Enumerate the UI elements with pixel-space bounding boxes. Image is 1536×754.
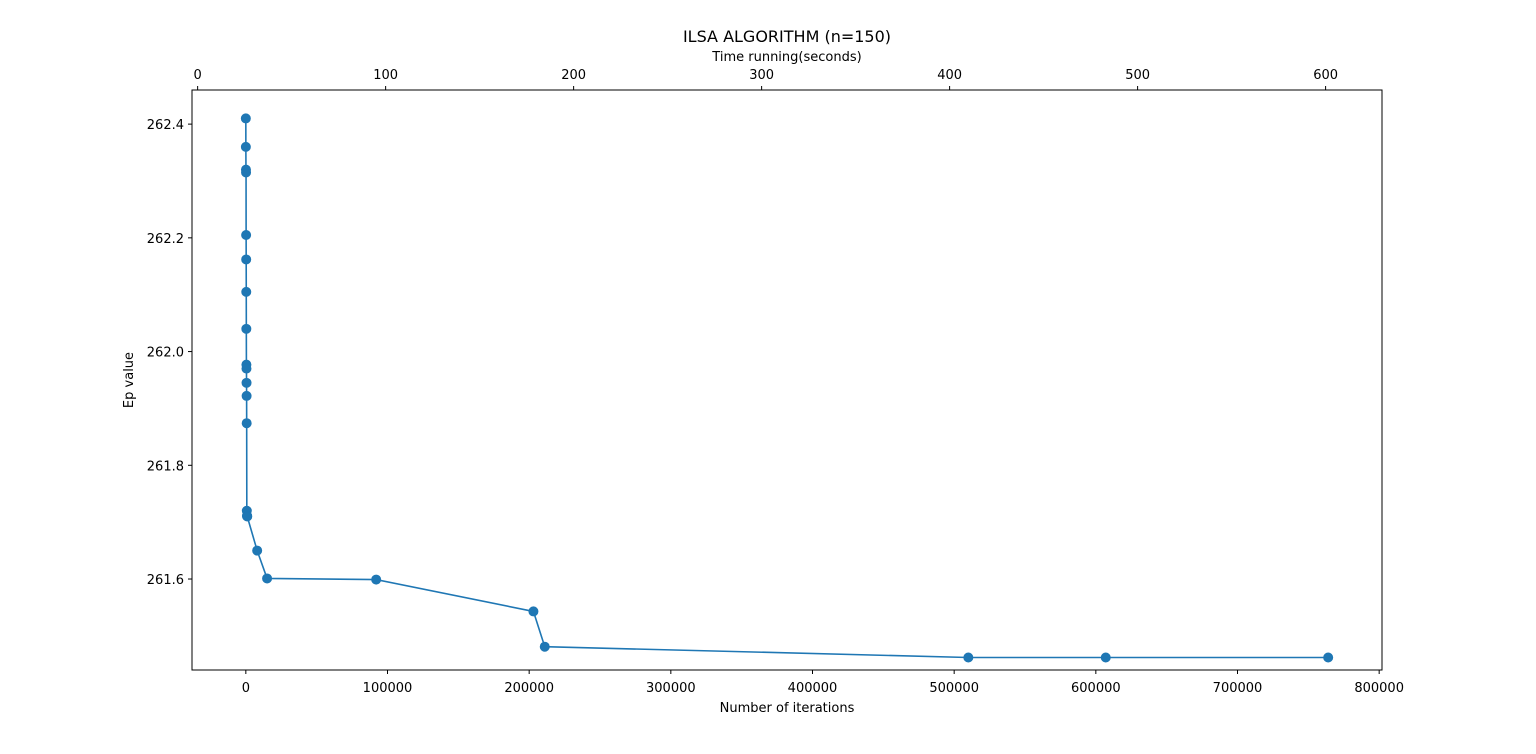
x2-tick-label: 200 [561, 68, 586, 83]
y-axis-title: Ep value [122, 352, 137, 408]
x2-tick-label: 100 [373, 68, 398, 83]
x-tick-label: 700000 [1213, 681, 1263, 696]
x-tick-label: 200000 [504, 681, 554, 696]
x-tick-label: 800000 [1354, 681, 1404, 696]
x2-tick-label: 600 [1313, 68, 1338, 83]
x-axis-title: Number of iterations [720, 701, 855, 716]
y-axis: 261.6 261.8 262.0 262.2 262.4 [147, 118, 192, 588]
data-point [241, 363, 252, 374]
data-point [963, 652, 974, 663]
x-tick-label: 100000 [363, 681, 413, 696]
data-point [242, 511, 253, 522]
data-point [262, 573, 273, 584]
data-point [252, 545, 263, 556]
chart-title: ILSA ALGORITHM (n=150) [683, 27, 891, 46]
data-point [241, 286, 252, 297]
data-point [539, 641, 550, 652]
plot-frame [191, 89, 1383, 671]
data-point [241, 167, 252, 178]
x2-tick-label: 500 [1125, 68, 1150, 83]
y-tick-label: 262.4 [147, 118, 184, 133]
marker-layer [240, 113, 1334, 663]
data-point [241, 418, 252, 429]
x2-tick-label: 0 [193, 68, 201, 83]
x2-tick-label: 400 [937, 68, 962, 83]
x-tick-label: 500000 [929, 681, 979, 696]
x-tick-label: 400000 [788, 681, 838, 696]
data-point [1323, 652, 1334, 663]
x2-tick-label: 300 [749, 68, 774, 83]
data-point [241, 230, 252, 240]
data-point [1100, 652, 1111, 663]
data-point [240, 141, 251, 152]
data-point [240, 113, 251, 124]
x-tick-label: 0 [242, 681, 250, 696]
data-point [528, 606, 539, 617]
y-tick-label: 262.0 [147, 346, 184, 361]
x-tick-label: 300000 [646, 681, 696, 696]
y-tick-label: 262.2 [147, 232, 184, 247]
data-point [241, 377, 252, 388]
x-axis-top: 0 100 200 300 400 500 600 [193, 68, 1338, 90]
x-axis-bottom: 0 100000 200000 300000 400000 500000 600000 700… [242, 670, 1404, 696]
y-tick-label: 261.8 [147, 459, 184, 474]
y-tick-label: 261.6 [147, 573, 184, 588]
data-point [241, 323, 252, 334]
top-axis-title: Time running(seconds) [711, 50, 861, 65]
data-point [371, 574, 382, 585]
data-point [241, 254, 252, 265]
data-point [241, 390, 252, 401]
x-tick-label: 600000 [1071, 681, 1121, 696]
